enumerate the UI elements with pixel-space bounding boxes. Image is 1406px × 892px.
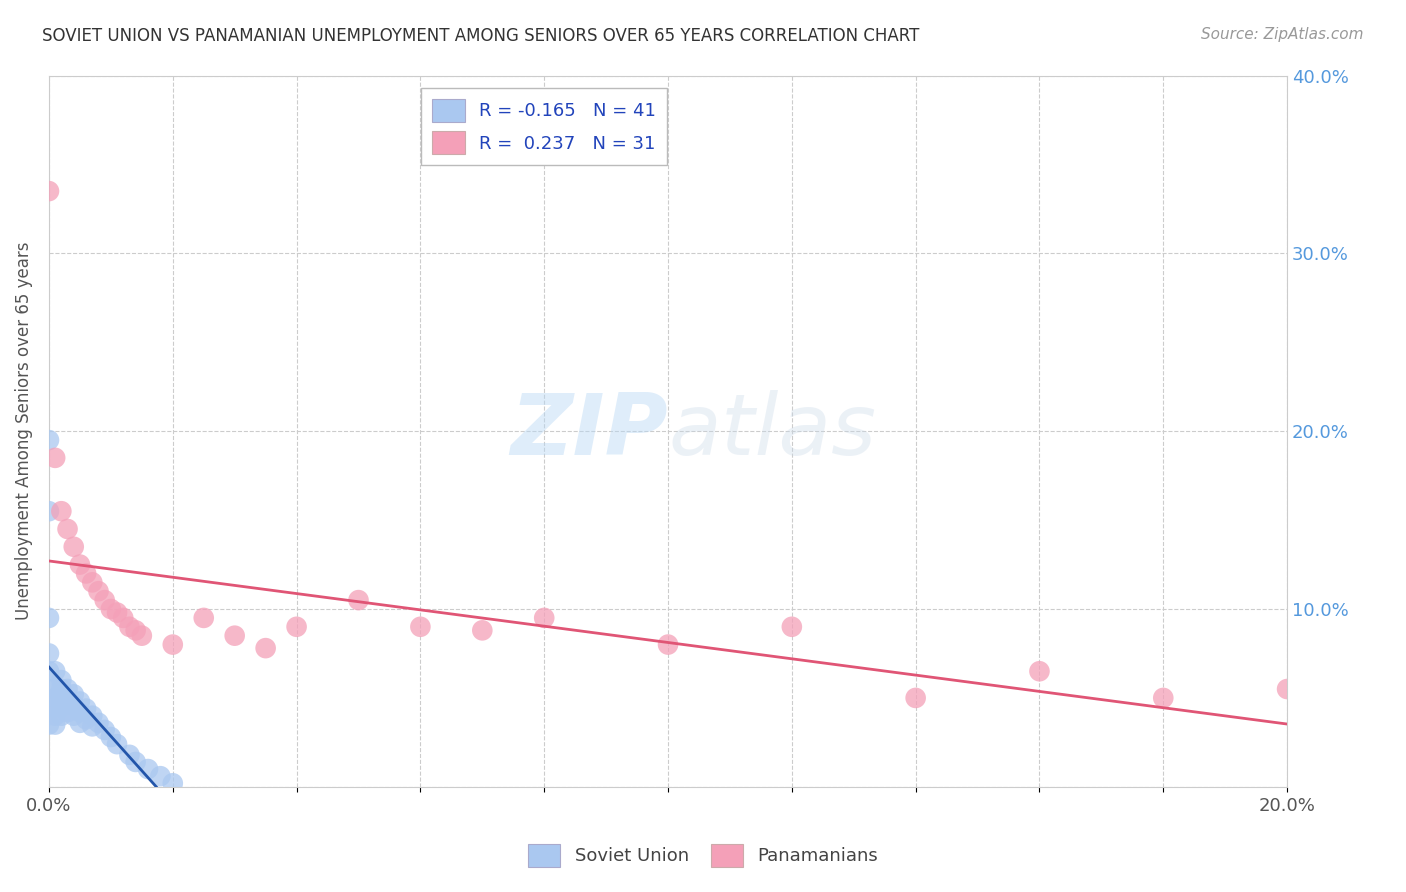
Point [75, 701, 97, 715]
Point [1275, 681, 1298, 696]
Legend: Soviet Union, Panamanians: Soviet Union, Panamanians [520, 837, 886, 874]
Point [44, 708, 66, 723]
Point [533, 611, 555, 625]
Point [124, 755, 146, 769]
Point [82, 575, 104, 590]
Text: SOVIET UNION VS PANAMANIAN UNEMPLOYMENT AMONG SENIORS OVER 65 YEARS CORRELATION : SOVIET UNION VS PANAMANIAN UNEMPLOYMENT … [42, 27, 920, 45]
Y-axis label: Unemployment Among Seniors over 65 years: Unemployment Among Seniors over 65 years [15, 242, 32, 621]
Point [38, 433, 60, 447]
Point [471, 624, 494, 638]
Point [44, 450, 66, 465]
Point [780, 620, 803, 634]
Point [87, 584, 110, 599]
Point [62, 698, 84, 712]
Point [51, 699, 73, 714]
Point [38, 184, 60, 198]
Point [62, 708, 84, 723]
Point [657, 638, 679, 652]
Point [254, 641, 277, 656]
Point [100, 602, 122, 616]
Point [75, 712, 97, 726]
Point [87, 715, 110, 730]
Point [75, 566, 97, 581]
Point [69, 715, 91, 730]
Point [56, 681, 79, 696]
Point [38, 504, 60, 518]
Point [112, 611, 135, 625]
Point [56, 694, 79, 708]
Point [44, 681, 66, 696]
Point [100, 730, 122, 744]
Point [193, 611, 215, 625]
Point [51, 690, 73, 705]
Point [38, 717, 60, 731]
Point [82, 708, 104, 723]
Point [131, 629, 153, 643]
Point [62, 687, 84, 701]
Point [56, 705, 79, 719]
Point [224, 629, 246, 643]
Point [69, 558, 91, 572]
Point [409, 620, 432, 634]
Point [51, 504, 73, 518]
Point [347, 593, 370, 607]
Text: Source: ZipAtlas.com: Source: ZipAtlas.com [1201, 27, 1364, 42]
Point [162, 638, 184, 652]
Legend: R = -0.165   N = 41, R =  0.237   N = 31: R = -0.165 N = 41, R = 0.237 N = 31 [422, 88, 666, 165]
Point [118, 620, 141, 634]
Point [93, 723, 115, 737]
Point [56, 522, 79, 536]
Point [38, 611, 60, 625]
Point [124, 624, 146, 638]
Point [38, 647, 60, 661]
Point [69, 705, 91, 719]
Point [1028, 665, 1050, 679]
Point [105, 737, 128, 751]
Text: atlas: atlas [668, 390, 876, 473]
Point [149, 769, 172, 783]
Point [38, 681, 60, 696]
Point [1152, 690, 1174, 705]
Point [51, 673, 73, 687]
Point [44, 717, 66, 731]
Point [162, 776, 184, 790]
Point [44, 699, 66, 714]
Point [69, 694, 91, 708]
Point [44, 690, 66, 705]
Point [51, 708, 73, 723]
Text: ZIP: ZIP [510, 390, 668, 473]
Point [82, 719, 104, 733]
Point [38, 699, 60, 714]
Point [285, 620, 308, 634]
Point [62, 540, 84, 554]
Point [38, 665, 60, 679]
Point [904, 690, 927, 705]
Point [51, 681, 73, 696]
Point [118, 747, 141, 762]
Point [93, 593, 115, 607]
Point [136, 762, 159, 776]
Point [44, 665, 66, 679]
Point [105, 606, 128, 620]
